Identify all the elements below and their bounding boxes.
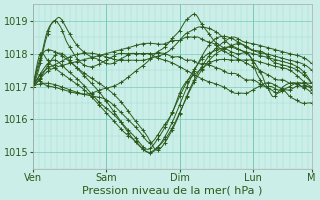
X-axis label: Pression niveau de la mer( hPa ): Pression niveau de la mer( hPa ) (82, 186, 262, 196)
